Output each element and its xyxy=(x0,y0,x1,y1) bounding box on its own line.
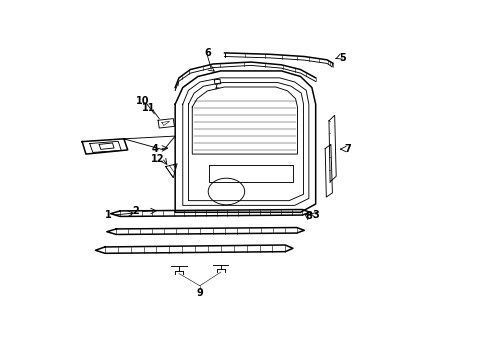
Text: 7: 7 xyxy=(344,144,351,154)
Text: 6: 6 xyxy=(204,49,211,58)
Text: 5: 5 xyxy=(339,53,345,63)
Text: 2: 2 xyxy=(132,207,139,216)
Text: 4: 4 xyxy=(152,144,159,153)
Text: 9: 9 xyxy=(196,288,203,298)
Text: 3: 3 xyxy=(312,210,319,220)
Text: 11: 11 xyxy=(142,103,155,113)
Text: 12: 12 xyxy=(151,154,165,164)
Text: 8: 8 xyxy=(306,211,313,221)
Text: 1: 1 xyxy=(105,210,112,220)
Text: 10: 10 xyxy=(136,96,149,107)
